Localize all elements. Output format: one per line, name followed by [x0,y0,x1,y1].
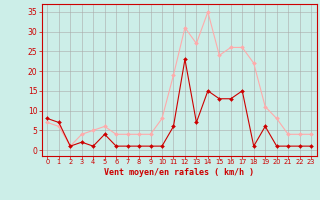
X-axis label: Vent moyen/en rafales ( km/h ): Vent moyen/en rafales ( km/h ) [104,168,254,177]
